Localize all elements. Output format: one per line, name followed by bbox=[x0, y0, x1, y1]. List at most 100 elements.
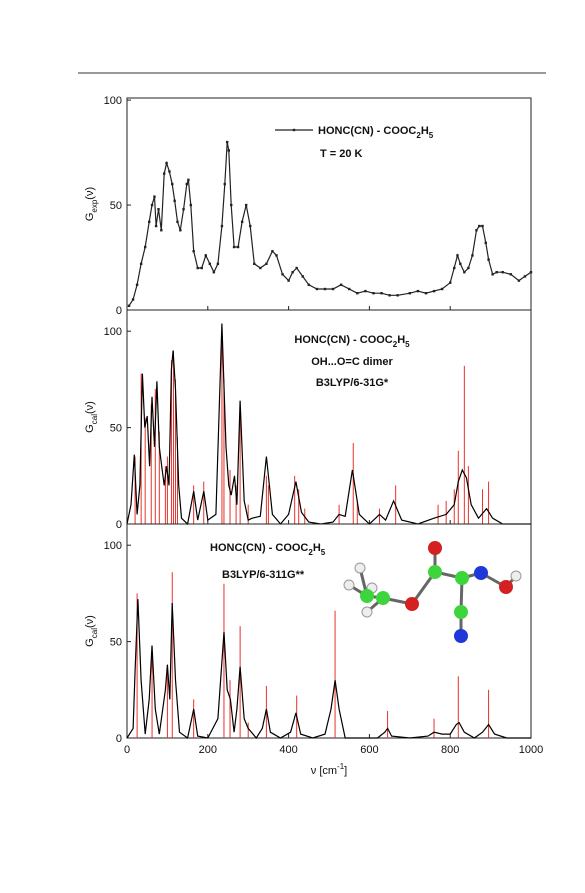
marker bbox=[223, 182, 226, 186]
marker bbox=[187, 178, 190, 182]
marker bbox=[356, 292, 359, 295]
text-part: T = 20 K bbox=[320, 148, 363, 160]
text-part: 5 bbox=[429, 131, 434, 140]
text-part: (ν) bbox=[84, 187, 96, 200]
marker bbox=[165, 161, 168, 165]
marker bbox=[253, 262, 256, 266]
text-part: G bbox=[84, 424, 96, 433]
marker bbox=[230, 203, 233, 207]
y-tick-label: 50 bbox=[110, 200, 122, 212]
marker bbox=[348, 287, 351, 291]
marker bbox=[240, 220, 244, 224]
marker bbox=[225, 140, 229, 144]
marker bbox=[372, 292, 375, 295]
marker bbox=[131, 298, 135, 301]
marker bbox=[287, 279, 290, 282]
text-part: (ν) bbox=[84, 401, 96, 414]
text-part: ] bbox=[344, 765, 347, 777]
marker bbox=[265, 262, 268, 266]
marker bbox=[323, 287, 327, 291]
y-tick-label: 50 bbox=[110, 423, 122, 435]
marker bbox=[487, 258, 490, 261]
marker bbox=[208, 262, 212, 266]
marker bbox=[182, 208, 185, 211]
y-tick-label: 100 bbox=[104, 326, 122, 338]
marker bbox=[424, 292, 428, 295]
y-tick-label: 100 bbox=[104, 95, 122, 107]
curve bbox=[128, 141, 532, 307]
marker bbox=[153, 195, 156, 198]
marker bbox=[456, 254, 459, 257]
marker bbox=[232, 245, 236, 249]
y-tick-label: 0 bbox=[116, 733, 122, 745]
marker bbox=[523, 275, 527, 278]
marker bbox=[529, 271, 533, 274]
marker bbox=[307, 283, 310, 287]
marker bbox=[517, 279, 521, 282]
marker bbox=[509, 273, 512, 276]
marker bbox=[478, 224, 481, 228]
marker bbox=[162, 172, 166, 175]
marker bbox=[160, 229, 163, 232]
marker bbox=[467, 266, 470, 270]
text-part: cal bbox=[90, 414, 99, 424]
marker bbox=[331, 287, 335, 291]
marker bbox=[196, 266, 199, 270]
marker bbox=[189, 203, 193, 207]
text-part: 2 bbox=[308, 548, 313, 557]
marker bbox=[432, 289, 436, 293]
x-tick-label: 400 bbox=[279, 744, 297, 756]
marker bbox=[453, 266, 456, 270]
marker bbox=[449, 281, 452, 284]
text-part: HONC(CN) - COOC bbox=[210, 542, 308, 554]
marker bbox=[154, 224, 158, 228]
text-part: G bbox=[84, 638, 96, 647]
text-part: B3LYP/6-31G* bbox=[316, 377, 389, 389]
text-part: OH...O=C dimer bbox=[311, 356, 393, 368]
marker bbox=[200, 266, 203, 270]
marker bbox=[475, 229, 478, 232]
text-part: 5 bbox=[321, 548, 326, 557]
marker bbox=[176, 220, 179, 224]
marker bbox=[315, 287, 319, 291]
annotation: HONC(CN) - COOC2H5 bbox=[210, 542, 326, 557]
marker bbox=[212, 271, 216, 274]
marker bbox=[501, 271, 504, 274]
plot-frame bbox=[126, 523, 532, 739]
y-axis-label: Gcal(ν) bbox=[84, 615, 99, 647]
marker bbox=[179, 229, 182, 232]
text-part: 5 bbox=[405, 340, 410, 349]
marker bbox=[301, 275, 304, 278]
text-part: HONC(CN) - COOC bbox=[294, 334, 392, 346]
text-part: H bbox=[397, 334, 405, 346]
annotation: B3LYP/6-311G** bbox=[222, 569, 305, 581]
text-part: -1 bbox=[337, 762, 345, 771]
text-part: exp bbox=[90, 199, 99, 212]
text-part: H bbox=[421, 125, 429, 137]
y-tick-label: 0 bbox=[116, 519, 122, 531]
marker bbox=[463, 271, 466, 274]
curve bbox=[126, 323, 531, 526]
marker bbox=[150, 203, 154, 207]
text-part: ν [cm bbox=[311, 765, 337, 777]
marker bbox=[291, 271, 294, 274]
text-part: (ν) bbox=[84, 615, 96, 628]
marker bbox=[220, 224, 224, 228]
annotation: OH...O=C dimer bbox=[311, 356, 393, 368]
y-tick-label: 0 bbox=[116, 305, 122, 317]
text-part: 2 bbox=[393, 340, 398, 349]
marker bbox=[173, 199, 176, 203]
text-part: HONC(CN) - COOC bbox=[318, 125, 416, 137]
marker bbox=[271, 250, 274, 253]
marker bbox=[139, 262, 143, 266]
marker bbox=[127, 304, 131, 308]
marker bbox=[396, 294, 399, 297]
text-part: 2 bbox=[416, 131, 421, 140]
text-part: B3LYP/6-311G** bbox=[222, 569, 305, 581]
text-part: cal bbox=[90, 628, 99, 638]
y-tick-label: 50 bbox=[110, 637, 122, 649]
y-axis-label: Gexp(ν) bbox=[84, 187, 99, 221]
marker bbox=[236, 245, 240, 249]
marker bbox=[168, 170, 171, 173]
